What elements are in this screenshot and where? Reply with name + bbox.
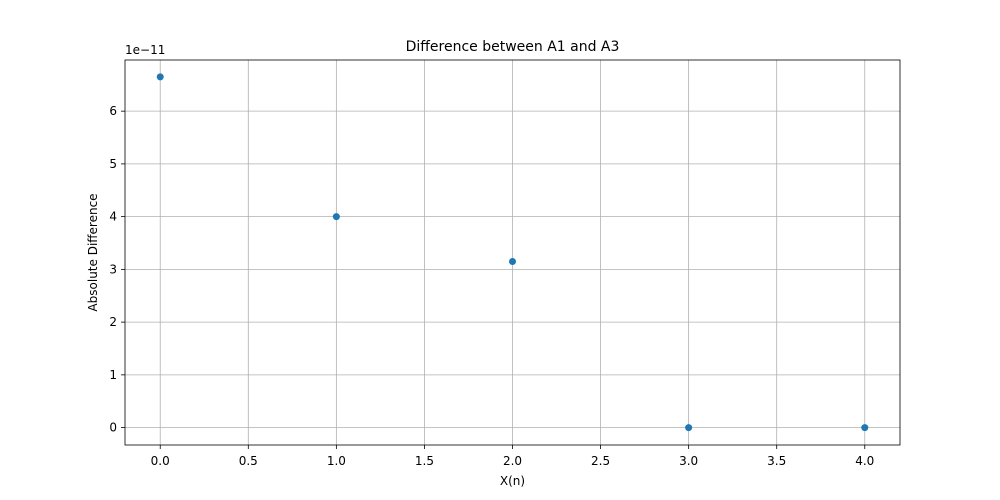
data-point (156, 73, 164, 81)
chart-title: Difference between A1 and A3 (406, 39, 620, 55)
x-tick-label: 0.5 (239, 454, 258, 468)
data-point (509, 257, 516, 265)
x-axis-ticks: 0.0 0.5 1.0 1.5 2.0 2.5 3.0 3.5 4.0 (151, 445, 874, 468)
grid (125, 60, 900, 445)
y-axis-ticks: 0 1 2 3 4 5 6 (109, 104, 125, 435)
y-tick-label: 6 (109, 104, 117, 118)
y-tick-label: 1 (109, 368, 117, 382)
y-tick-label: 3 (109, 262, 117, 276)
y-tick-label: 2 (109, 315, 117, 329)
x-tick-label: 3.5 (767, 454, 786, 468)
y-axis-offset-label: 1e−11 (125, 43, 165, 57)
x-tick-label: 2.0 (503, 454, 522, 468)
x-tick-label: 0.0 (151, 454, 170, 468)
x-axis-title: X(n) (500, 474, 525, 488)
x-tick-label: 1.5 (415, 454, 434, 468)
y-tick-label: 4 (109, 210, 117, 224)
x-tick-label: 1.0 (327, 454, 346, 468)
data-point (332, 213, 340, 221)
x-tick-label: 2.5 (591, 454, 610, 468)
y-tick-label: 5 (109, 157, 117, 171)
x-tick-label: 4.0 (855, 454, 874, 468)
y-tick-label: 0 (109, 421, 117, 435)
y-axis-title: Absolute Difference (86, 193, 100, 311)
data-point (861, 424, 869, 432)
x-tick-label: 3.0 (679, 454, 698, 468)
data-point (685, 424, 693, 432)
data-points (156, 73, 869, 432)
